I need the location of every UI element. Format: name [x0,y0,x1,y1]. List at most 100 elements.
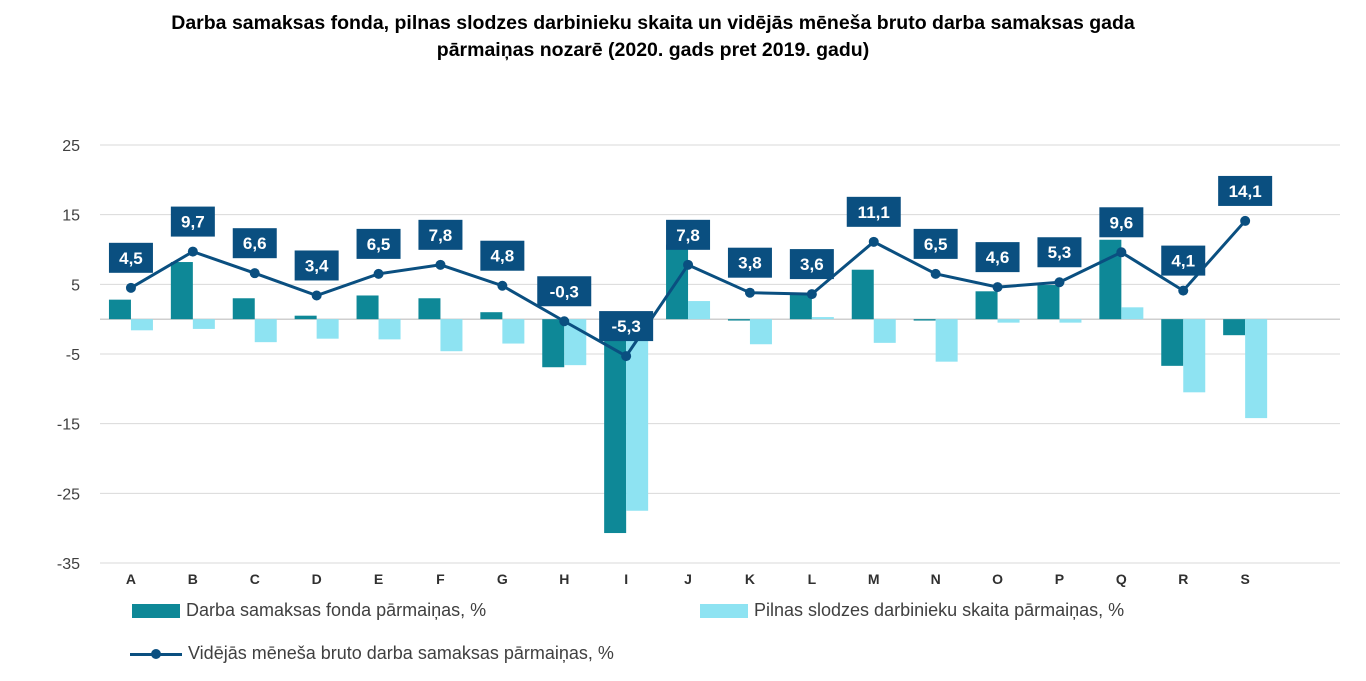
legend-swatch-line [130,647,182,661]
data-label-box [418,219,463,250]
x-tick-label: P [1055,571,1064,587]
data-label-box [170,206,215,237]
avg-wage-point [683,259,694,270]
bar-employees [378,319,401,340]
avg-wage-point [1240,215,1251,226]
bar-wage-fund [480,312,503,320]
x-tick-label: G [497,571,508,587]
data-label: 7,8 [429,226,453,245]
y-tick-label: -35 [57,556,80,573]
avg-wage-point [621,351,632,362]
chart-title-line-2: pārmaiņas nozarē (2020. gads pret 2019. … [436,39,870,61]
data-label: 9,6 [1110,213,1134,232]
bar-wage-fund [975,291,998,320]
avg-wage-point [868,236,879,247]
y-tick-label: 15 [62,208,80,225]
avg-wage-point [744,287,755,298]
data-label-box [356,228,401,259]
data-label-box [480,240,525,271]
bar-wage-fund [356,295,379,320]
data-label: 11,1 [858,203,890,222]
bar-employees [626,319,649,511]
avg-wage-point [806,289,817,300]
avg-wage-point [1054,277,1065,288]
data-label: -5,3 [612,317,641,336]
legend-item-bar2: Pilnas slodzes darbinieku skaita pārmaiņ… [700,600,1124,621]
legend-swatch-bar2 [700,603,748,618]
data-label-box [789,249,834,280]
avg-wage-point [559,316,570,327]
bar-employees [1245,319,1268,419]
avg-wage-point [125,282,136,293]
bar-wage-fund [232,298,255,320]
y-tick-label: -25 [57,486,80,503]
bar-wage-fund [1037,285,1060,320]
data-label-box [846,196,901,227]
bar-employees [192,319,215,329]
bar-wage-fund [1223,319,1246,336]
bar-wage-fund [542,319,565,368]
legend-label-bar1: Darba samaksas fonda pārmaiņas, % [186,600,487,620]
avg-wage-point [992,282,1003,293]
data-label-box [1037,237,1082,268]
data-label: 3,4 [305,256,329,275]
legend-item-line: Vidējās mēneša bruto darba samaksas pārm… [130,643,614,664]
legend-label-line: Vidējās mēneša bruto darba samaksas pārm… [188,643,614,663]
data-label: 5,3 [1048,243,1072,262]
data-label-box [108,242,153,273]
data-label: 6,5 [367,235,391,254]
bar-wage-fund [727,319,750,321]
y-tick-label: -5 [66,347,80,364]
avg-wage-point [311,290,322,301]
x-tick-label: F [436,571,445,587]
x-tick-label: N [931,571,941,587]
legend-swatch-bar1 [132,603,180,618]
bar-employees [997,319,1020,323]
data-label-box [727,247,772,278]
data-label: 3,6 [800,255,824,274]
data-label-box [537,276,592,307]
avg-wage-point [1116,247,1127,258]
avg-wage-point [373,268,384,279]
data-label: -0,3 [550,282,579,301]
x-tick-label: L [808,571,817,587]
x-tick-label: S [1240,571,1249,587]
bar-employees [1183,319,1206,393]
bar-employees [440,319,463,352]
legend-label-bar2: Pilnas slodzes darbinieku skaita pārmaiņ… [754,600,1125,620]
data-label-box [975,242,1020,273]
bar-wage-fund [789,293,812,320]
chart-area: 25 15 5 -5 -15 -25 -35 A B C D E F G H I J K L M N O P Q R S 4,5 9,… [57,138,1340,587]
bar-employees [749,319,772,345]
data-label: 4,8 [491,247,515,266]
x-tick-label: Q [1116,571,1127,587]
avg-wage-point [249,268,260,279]
bar-employees [316,319,339,339]
x-tick-label: A [126,571,136,587]
x-tick-label: B [188,571,198,587]
bar-wage-fund [108,299,131,320]
data-label: 14,1 [1229,182,1262,201]
bar-wage-fund [604,319,627,534]
data-label: 7,8 [676,226,700,245]
data-label: 6,5 [924,235,948,254]
data-label: 4,1 [1171,252,1195,271]
x-tick-label: C [250,571,260,587]
data-label-box [1218,175,1273,206]
bar-wage-fund [913,319,936,321]
bar-employees [254,319,277,343]
x-tick-label: D [312,571,322,587]
data-label-box [1099,207,1144,238]
data-label: 3,8 [738,254,762,273]
x-tick-label: E [374,571,383,587]
data-label: 6,6 [243,234,267,253]
x-tick-label: O [992,571,1003,587]
y-tick-label: -15 [57,417,80,434]
x-tick-label: J [684,571,692,587]
bar-employees [1059,319,1082,323]
y-tick-label: 25 [62,138,80,155]
bar-employees [1121,307,1144,320]
data-label-box [294,250,339,281]
data-label: 4,6 [986,248,1010,267]
avg-wage-point [930,268,941,279]
